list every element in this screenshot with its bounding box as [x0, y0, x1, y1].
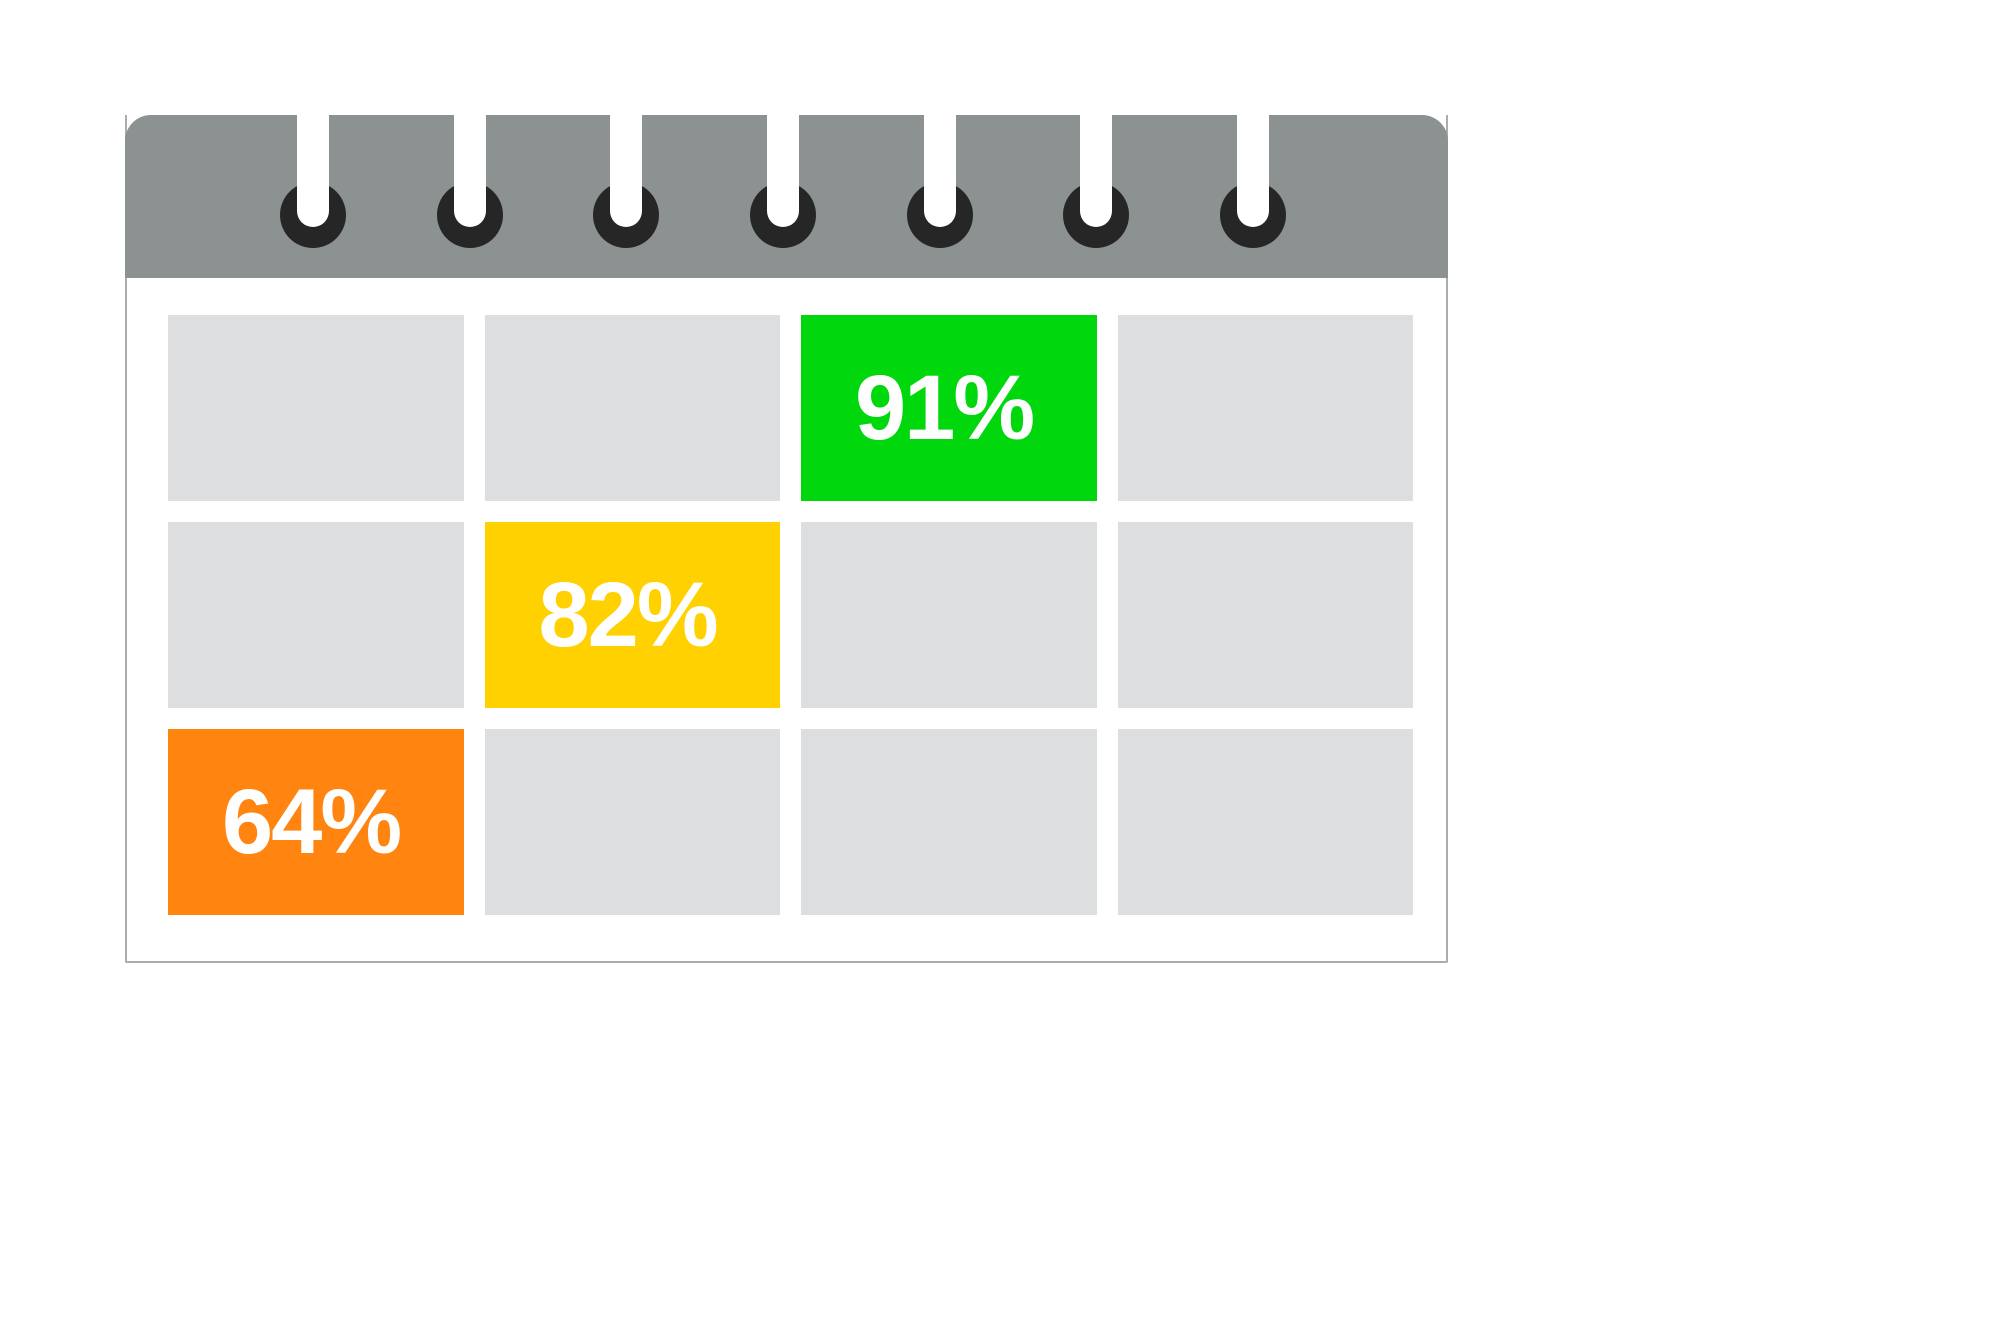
calendar-cell[interactable]	[168, 315, 464, 501]
calendar-cell-highlight-low[interactable]: 64%	[168, 729, 464, 915]
calendar-cell-value: 82%	[538, 564, 719, 666]
calendar-cell[interactable]	[1117, 729, 1413, 915]
calendar-cell[interactable]	[801, 522, 1097, 708]
calendar-cell[interactable]	[801, 729, 1097, 915]
calendar-cell[interactable]	[1117, 522, 1413, 708]
calendar-cell[interactable]	[168, 522, 464, 708]
calendar-header-band	[125, 115, 1448, 278]
calendar-cell-value: 91%	[855, 357, 1035, 459]
calendar-cell-highlight-high[interactable]: 91%	[801, 315, 1097, 501]
calendar-cell[interactable]	[484, 729, 780, 915]
calendar-cell-value: 64%	[222, 771, 402, 873]
calendar-grid: 91% 82% 64%	[168, 315, 1413, 915]
calendar-cell[interactable]	[1117, 315, 1413, 501]
calendar-cell-highlight-medium[interactable]: 82%	[484, 522, 780, 708]
calendar-widget[interactable]: 91% 82% 64%	[125, 85, 1448, 963]
calendar-cell[interactable]	[484, 315, 780, 501]
